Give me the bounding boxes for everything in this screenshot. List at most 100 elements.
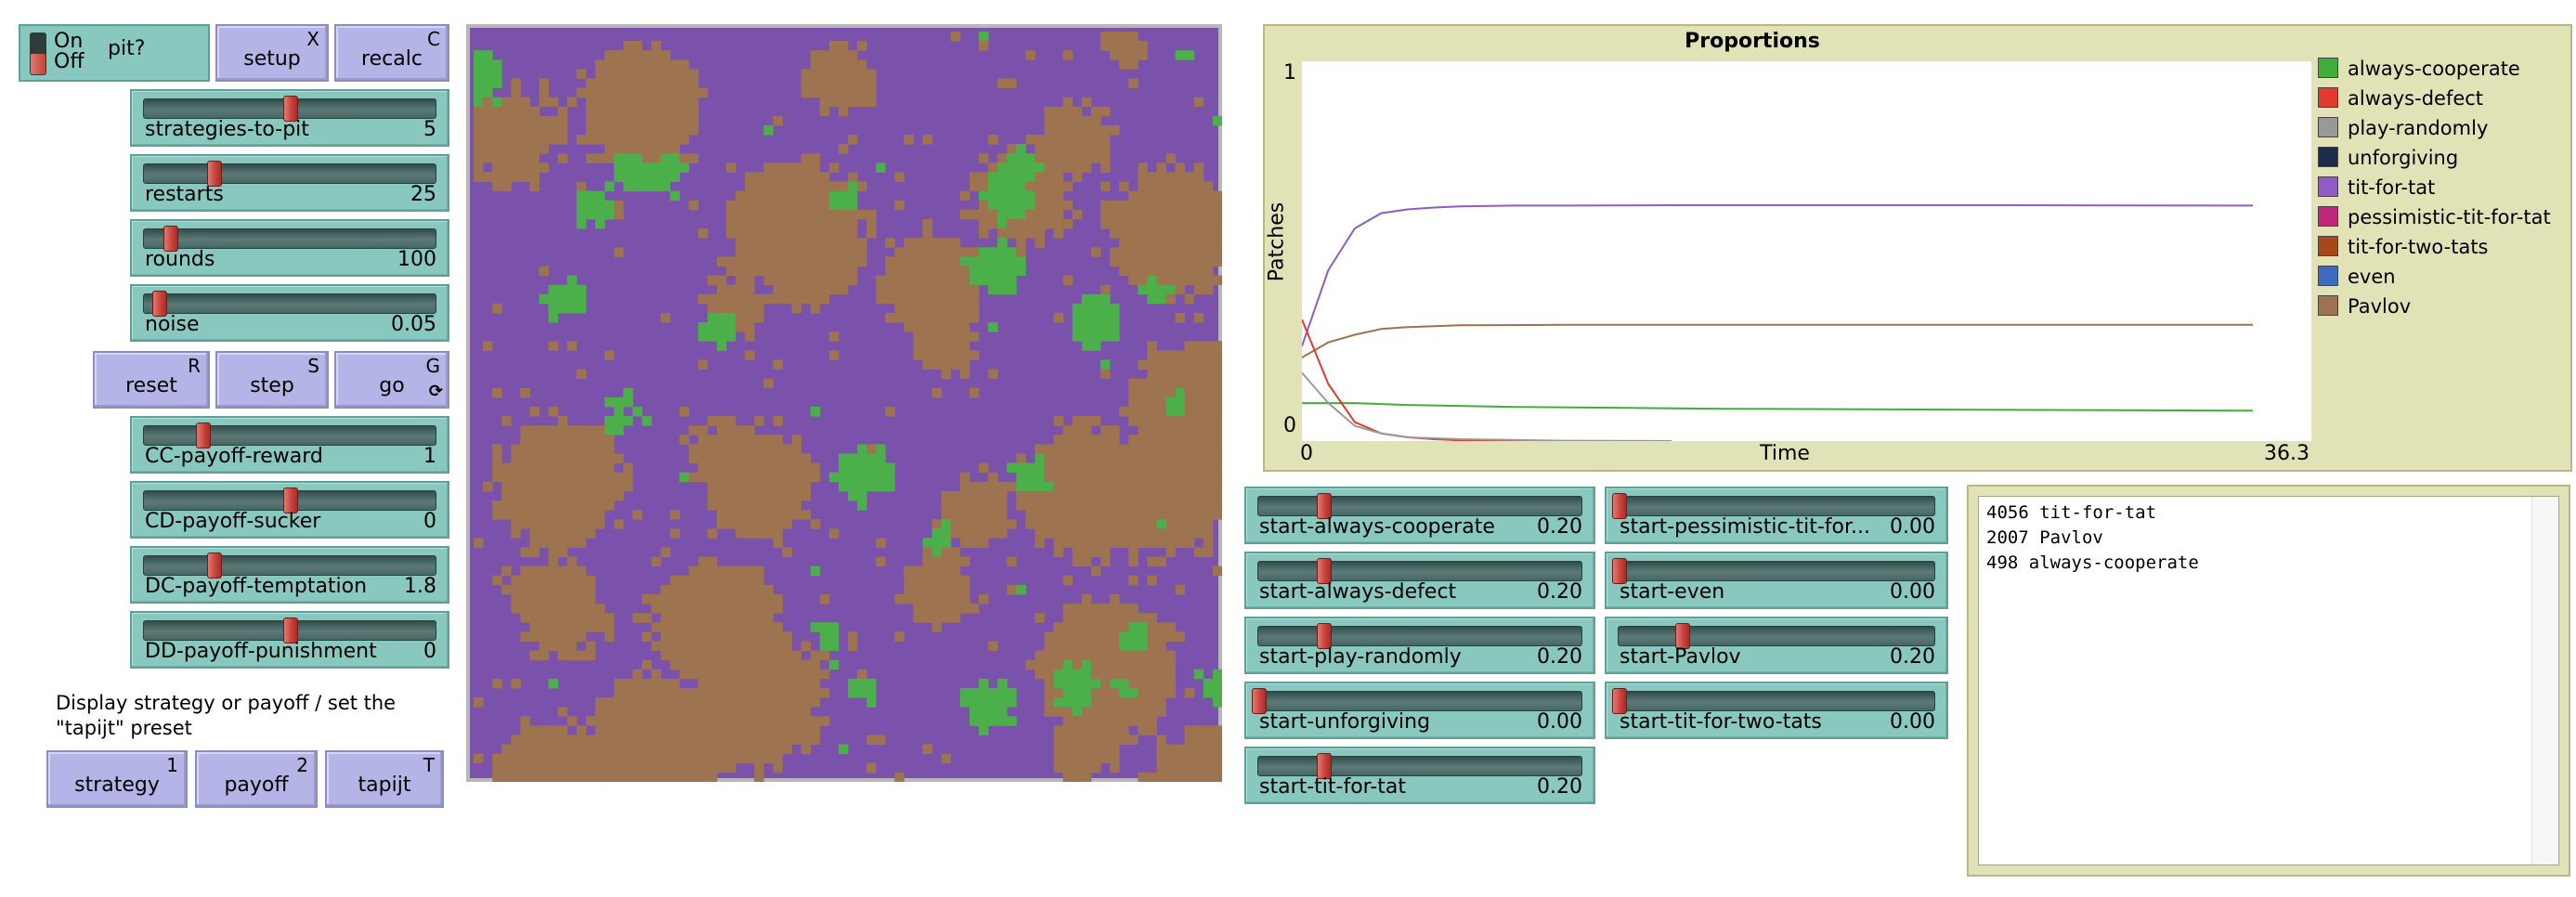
legend-swatch: [2318, 266, 2338, 286]
slider-start-tit-for-two-tats[interactable]: start-tit-for-two-tats 0.00: [1605, 682, 1948, 739]
slider-track[interactable]: [143, 552, 436, 578]
tapijt-label: tapijt: [358, 774, 411, 797]
slider-track[interactable]: [1257, 493, 1582, 519]
slider-thumb[interactable]: [163, 226, 179, 252]
slider-cd-payoff-sucker[interactable]: CD-payoff-sucker 0: [130, 481, 449, 539]
slider-name: noise: [145, 313, 200, 336]
plot-area: [1301, 61, 2311, 442]
slider-thumb[interactable]: [1612, 493, 1627, 519]
slider-track[interactable]: [143, 96, 436, 122]
slider-thumb[interactable]: [283, 488, 298, 514]
slider-thumb[interactable]: [207, 552, 223, 578]
slider-track[interactable]: [143, 291, 436, 317]
step-button[interactable]: S step: [215, 351, 329, 409]
legend-swatch: [2318, 117, 2338, 137]
world-view[interactable]: [466, 24, 1222, 782]
slider-name: rounds: [145, 248, 215, 271]
slider-value: 0.00: [1537, 710, 1582, 734]
output-text-box[interactable]: 4056 tit-for-tat 2007 Pavlov 498 always-co…: [1978, 496, 2559, 865]
slider-thumb[interactable]: [1252, 688, 1267, 714]
strategy-key: 1: [166, 754, 178, 776]
tapijt-button[interactable]: T tapijt: [325, 750, 444, 808]
legend-label: tit-for-two-tats: [2348, 236, 2489, 258]
slider-name: start-Pavlov: [1620, 645, 1741, 669]
slider-thumb[interactable]: [195, 422, 211, 448]
output-line: 4056 tit-for-tat: [1986, 502, 2157, 523]
legend-swatch: [2318, 176, 2338, 197]
legend-item: play-randomly: [2318, 117, 2488, 145]
series-line-tit-for-tat: [1301, 204, 2254, 347]
slider-track[interactable]: [143, 488, 436, 514]
slider-thumb[interactable]: [1675, 623, 1690, 649]
series-line-play-randomly: [1301, 371, 1672, 442]
slider-start-pavlov[interactable]: start-Pavlov 0.20: [1605, 617, 1948, 674]
slider-track[interactable]: [1618, 623, 1935, 649]
go-button[interactable]: G go ⟳: [334, 351, 449, 409]
legend-item: tit-for-tat: [2318, 176, 2435, 204]
switch-toggle[interactable]: [30, 32, 46, 75]
slider-dc-payoff-temptation[interactable]: DC-payoff-temptation 1.8: [130, 546, 449, 604]
legend-swatch: [2318, 295, 2338, 316]
slider-track[interactable]: [1257, 623, 1582, 649]
slider-start-always-defect[interactable]: start-always-defect 0.20: [1244, 552, 1595, 609]
slider-start-tit-for-tat[interactable]: start-tit-for-tat 0.20: [1244, 747, 1595, 804]
legend-label: always-defect: [2348, 87, 2484, 110]
slider-rounds[interactable]: rounds 100: [130, 219, 449, 277]
slider-thumb[interactable]: [1316, 493, 1332, 519]
slider-track[interactable]: [143, 618, 436, 644]
slider-start-even[interactable]: start-even 0.00: [1605, 552, 1948, 609]
slider-track[interactable]: [1257, 753, 1582, 779]
slider-track[interactable]: [1612, 558, 1935, 584]
payoff-button[interactable]: 2 payoff: [195, 750, 318, 808]
pit-switch[interactable]: On Off pit?: [19, 24, 210, 82]
slider-track[interactable]: [143, 161, 436, 187]
slider-restarts[interactable]: restarts 25: [130, 154, 449, 212]
slider-cc-payoff-reward[interactable]: CC-payoff-reward 1: [130, 416, 449, 474]
slider-start-unforgiving[interactable]: start-unforgiving 0.00: [1244, 682, 1595, 739]
output-text: 4056 tit-for-tat 2007 Pavlov 498 always-co…: [1986, 500, 2199, 576]
slider-start-pessimistic-tit-for[interactable]: start-pessimistic-tit-for... 0.00: [1605, 487, 1948, 544]
slider-thumb[interactable]: [1316, 558, 1332, 584]
slider-value: 0.00: [1890, 580, 1935, 604]
tapijt-key: T: [423, 754, 435, 776]
output-scrollbar[interactable]: [2531, 497, 2558, 864]
strategy-button[interactable]: 1 strategy: [46, 750, 188, 808]
slider-value: 0.05: [391, 313, 436, 336]
slider-name: restarts: [145, 183, 224, 206]
slider-thumb[interactable]: [1316, 753, 1332, 779]
slider-start-play-randomly[interactable]: start-play-randomly 0.20: [1244, 617, 1595, 674]
slider-name: start-pessimistic-tit-for...: [1620, 515, 1871, 539]
slider-track[interactable]: [1257, 558, 1582, 584]
slider-dd-payoff-punishment[interactable]: DD-payoff-punishment 0: [130, 611, 449, 669]
slider-thumb[interactable]: [207, 161, 223, 187]
setup-key: X: [306, 28, 319, 50]
slider-value: 0.20: [1537, 645, 1582, 669]
switch-off-label: Off: [54, 50, 85, 73]
slider-thumb[interactable]: [151, 291, 167, 317]
setup-button[interactable]: X setup: [215, 24, 329, 82]
legend-item: even: [2318, 266, 2396, 293]
slider-track[interactable]: [1612, 493, 1935, 519]
slider-strategies-to-pit[interactable]: strategies-to-pit 5: [130, 89, 449, 147]
slider-track[interactable]: [143, 422, 436, 448]
slider-thumb[interactable]: [1316, 623, 1332, 649]
slider-value: 0.20: [1537, 580, 1582, 604]
slider-value: 1.8: [404, 575, 436, 598]
slider-noise[interactable]: noise 0.05: [130, 284, 449, 342]
slider-thumb[interactable]: [283, 618, 298, 644]
slider-thumb[interactable]: [1612, 558, 1627, 584]
slider-track[interactable]: [143, 226, 436, 252]
slider-track[interactable]: [1612, 688, 1935, 714]
slider-track[interactable]: [1252, 688, 1582, 714]
recalc-button[interactable]: C recalc: [334, 24, 449, 82]
slider-thumb[interactable]: [283, 96, 298, 122]
legend-swatch: [2318, 206, 2338, 227]
slider-value: 0.20: [1537, 775, 1582, 799]
reset-button[interactable]: R reset: [93, 351, 210, 409]
slider-start-always-cooperate[interactable]: start-always-cooperate 0.20: [1244, 487, 1595, 544]
legend-swatch: [2318, 87, 2338, 108]
plot-xlabel: Time: [1760, 442, 1810, 465]
legend-item: unforgiving: [2318, 147, 2458, 175]
switch-on-label: On: [54, 30, 84, 53]
slider-thumb[interactable]: [1612, 688, 1627, 714]
